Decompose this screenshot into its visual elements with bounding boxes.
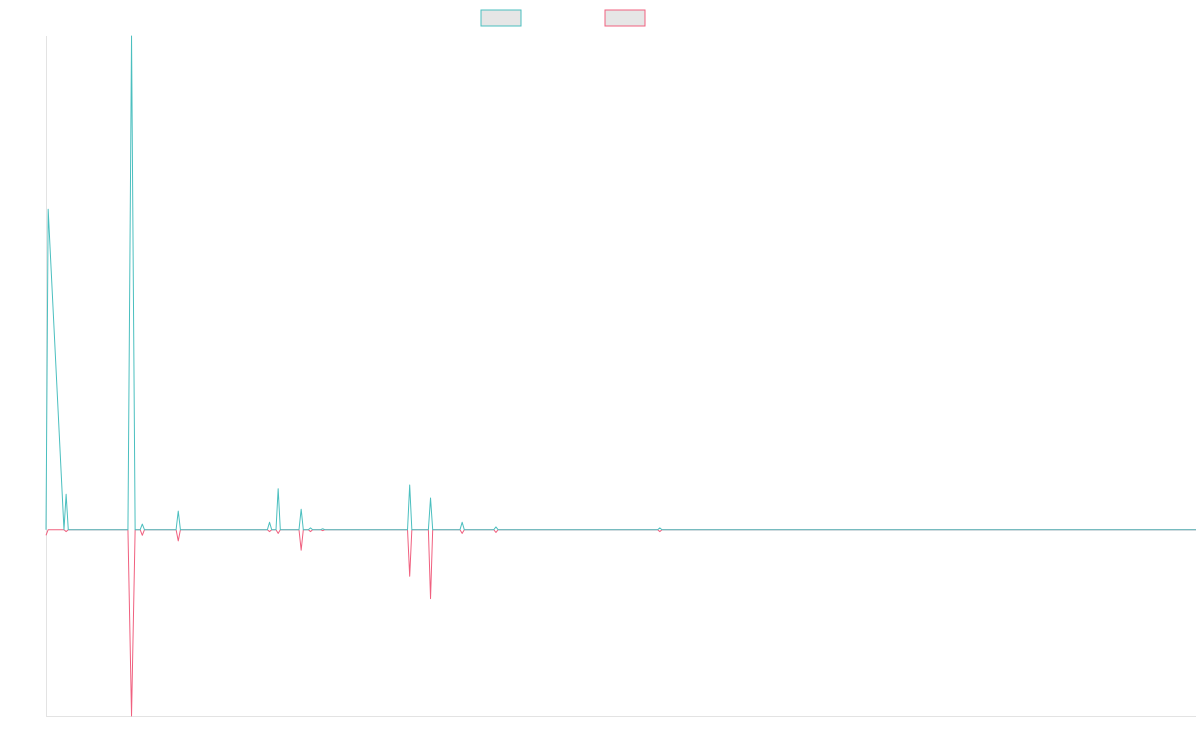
legend-swatch-series-a[interactable] xyxy=(480,9,522,27)
series-line-b xyxy=(45,529,1196,717)
plot-area xyxy=(45,35,1197,717)
legend xyxy=(480,9,646,27)
series-line-a xyxy=(45,35,1196,531)
axes xyxy=(46,36,1196,717)
legend-swatch-series-b[interactable] xyxy=(604,9,646,27)
